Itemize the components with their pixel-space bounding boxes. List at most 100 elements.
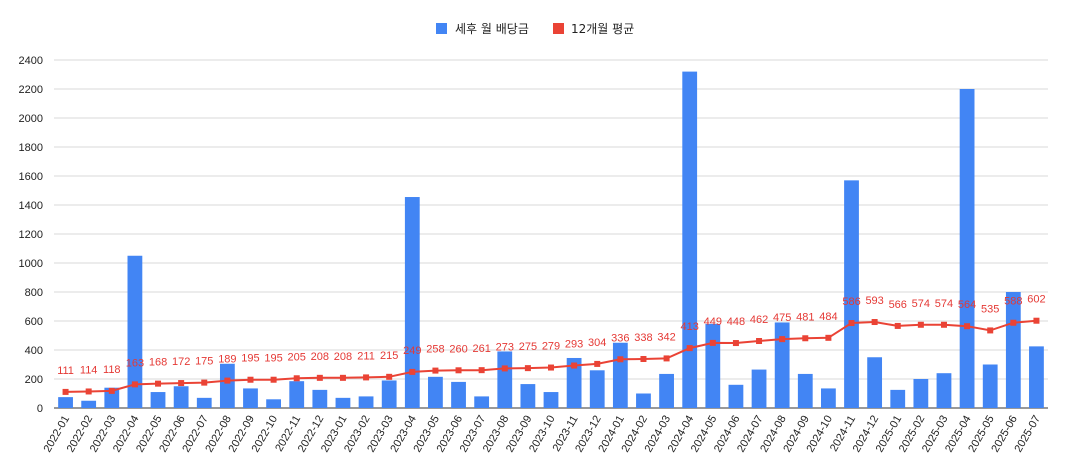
bar — [196, 397, 212, 408]
line-point — [686, 345, 693, 352]
data-label: 449 — [704, 316, 722, 328]
bar — [589, 370, 605, 408]
bar — [150, 392, 166, 408]
bar — [867, 357, 883, 408]
line-point — [732, 340, 739, 347]
bar — [1005, 292, 1021, 408]
bar — [289, 381, 305, 408]
bar — [982, 364, 998, 408]
data-label: 258 — [426, 344, 444, 356]
line-point — [178, 380, 185, 387]
bar — [890, 389, 906, 408]
line-point — [131, 381, 138, 388]
bar — [381, 380, 397, 408]
line-point — [155, 380, 162, 387]
bar — [612, 342, 628, 408]
data-label: 593 — [865, 295, 883, 307]
data-label: 249 — [403, 345, 421, 357]
bar — [913, 379, 929, 408]
bar — [520, 384, 536, 408]
data-label: 208 — [311, 351, 329, 363]
data-label: 338 — [634, 332, 652, 344]
data-label: 260 — [449, 343, 467, 355]
line-point — [640, 355, 647, 362]
line-point — [663, 355, 670, 362]
line-point — [85, 388, 92, 395]
line-point — [201, 379, 208, 386]
line-point — [224, 377, 231, 384]
line-point — [709, 339, 716, 346]
data-label: 168 — [149, 357, 167, 369]
legend-label-bar: 세후 월 배당금 — [455, 22, 529, 36]
data-label: 413 — [681, 321, 699, 333]
data-label: 574 — [935, 298, 953, 310]
line-point — [987, 327, 994, 334]
line-point — [478, 367, 485, 374]
data-label: 118 — [103, 364, 121, 376]
bar — [497, 351, 513, 408]
line-point — [779, 336, 786, 343]
bar — [312, 389, 328, 408]
data-label: 586 — [842, 296, 860, 308]
data-label: 195 — [264, 353, 282, 365]
bar — [358, 396, 374, 408]
y-tick-label: 1200 — [19, 229, 43, 241]
data-label: 211 — [357, 350, 375, 362]
line-point — [617, 356, 624, 363]
y-tick-label: 1400 — [19, 200, 43, 212]
data-label: 111 — [57, 365, 74, 377]
line-point — [894, 322, 901, 329]
data-label: 215 — [380, 350, 398, 362]
bar — [566, 357, 582, 408]
data-label: 462 — [750, 314, 768, 326]
bar — [543, 392, 559, 408]
data-label: 114 — [80, 364, 98, 376]
y-tick-label: 2200 — [19, 84, 43, 96]
bar — [728, 384, 744, 408]
line-point — [571, 362, 578, 369]
line-point — [825, 334, 832, 341]
line-point — [409, 368, 416, 375]
data-label: 602 — [1027, 294, 1045, 306]
data-label: 475 — [773, 312, 791, 324]
line-point — [339, 374, 346, 381]
y-tick-label: 1600 — [19, 171, 43, 183]
data-labels: 111 114 118 163 168 172 175 189 195 195 205 208 208 2… — [57, 294, 1045, 377]
gridlines — [54, 59, 1048, 409]
data-label: 574 — [912, 298, 930, 310]
legend-label-line: 12개월 평균 — [571, 22, 634, 36]
data-label: 163 — [126, 357, 144, 369]
bar — [335, 397, 351, 408]
data-label: 304 — [588, 337, 606, 349]
line-point — [270, 376, 277, 383]
line-point — [1010, 319, 1017, 326]
line-point — [108, 387, 115, 394]
bar — [219, 363, 235, 408]
line-point — [594, 360, 601, 367]
data-label: 195 — [241, 353, 259, 365]
line-point — [917, 321, 924, 328]
line-point — [247, 376, 254, 383]
data-label: 336 — [611, 332, 629, 344]
bar — [451, 381, 466, 408]
bar-series — [58, 71, 1044, 408]
y-tick-label: 600 — [25, 316, 43, 328]
bar — [959, 89, 975, 408]
data-label: 448 — [727, 316, 745, 328]
data-label: 564 — [958, 299, 976, 311]
bar — [474, 396, 490, 408]
bar — [636, 393, 651, 408]
data-label: 189 — [218, 354, 236, 366]
y-tick-label: 2000 — [19, 113, 43, 125]
bar — [266, 399, 282, 408]
y-tick-label: 800 — [25, 287, 43, 299]
line-point — [501, 365, 508, 372]
data-label: 484 — [819, 311, 837, 323]
data-label: 261 — [472, 343, 490, 355]
data-label: 205 — [288, 351, 306, 363]
bar — [659, 373, 674, 408]
line-point — [363, 374, 370, 381]
line-point — [940, 321, 947, 328]
